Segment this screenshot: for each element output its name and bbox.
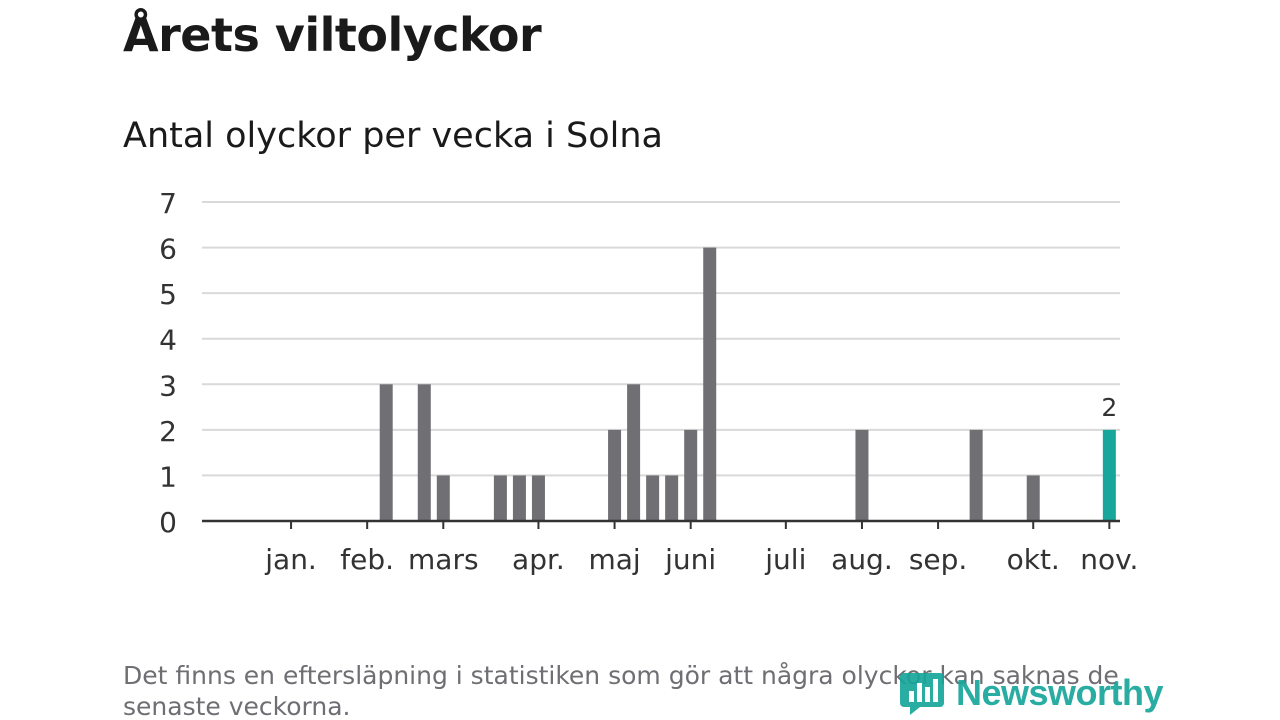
x-tick-label-feb.: feb. [340,543,394,576]
y-tick-label-1: 1 [159,460,177,493]
x-tick-label-aug.: aug. [831,543,893,576]
newsworthy-logo-text: Newsworthy [956,672,1164,713]
x-tick-label-juni: juni [664,543,716,576]
x-axis-labels: jan. feb. mars apr. maj juni juli aug. sep. okt. n… [264,543,1138,576]
footnote: Det finns en eftersläpning i statistiken… [123,661,1119,720]
x-tick-label-juli: juli [764,543,806,576]
y-tick-label-4: 4 [159,324,177,357]
data-labels: 2 [1101,393,1117,422]
bars [379,247,1116,522]
x-tick-label-nov.: nov. [1080,543,1138,576]
newsworthy-logo: Newsworthy [898,668,1164,718]
x-tick-label-apr.: apr. [512,543,565,576]
data-label-week-46: 2 [1101,393,1117,422]
bar-week-25 [703,247,717,522]
x-tick-label-sep.: sep. [909,543,968,576]
x-axis [202,519,1120,529]
y-tick-label-6: 6 [159,233,177,266]
y-tick-label-0: 0 [159,506,177,539]
gridlines [202,201,1120,477]
bar-week-24 [684,429,698,521]
x-tick-label-maj: maj [588,543,640,576]
bar-week-11 [436,475,450,521]
bar-week-33 [855,429,869,521]
bar-week-22 [646,475,660,521]
bar-week-10 [417,384,431,521]
y-tick-label-2: 2 [159,415,177,448]
bar-week-21 [627,384,641,521]
y-tick-label-7: 7 [159,187,177,220]
bar-week-20 [608,429,622,521]
newsworthy-logo-icon [900,673,944,715]
x-tick-label-mars: mars [408,543,479,576]
bar-week-46 [1102,429,1116,521]
y-tick-label-5: 5 [159,278,177,311]
bar-week-16 [531,475,545,521]
chart-title: Årets viltolyckor [123,8,542,62]
bar-week-42 [1026,475,1040,521]
bar-week-14 [493,475,507,521]
x-tick-label-jan.: jan. [264,543,317,576]
bar-week-39 [969,429,983,521]
y-tick-label-3: 3 [159,369,177,402]
bar-week-15 [512,475,526,521]
y-axis-labels: 0 1 2 3 4 5 6 7 [159,187,177,539]
bar-week-23 [665,475,679,521]
chart-subtitle: Antal olyckor per vecka i Solna [123,116,664,156]
x-tick-label-okt.: okt. [1007,543,1060,576]
bar-week-8 [379,384,393,521]
